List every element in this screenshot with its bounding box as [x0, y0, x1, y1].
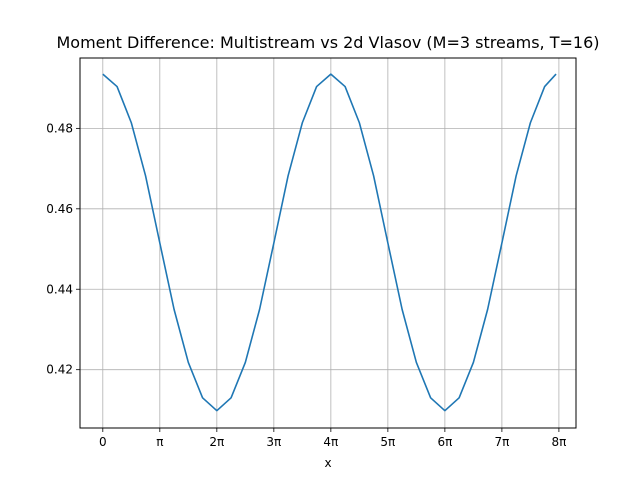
y-tick-label: 0.42 — [46, 363, 73, 377]
chart-title: Moment Difference: Multistream vs 2d Vla… — [56, 33, 599, 52]
x-axis-label: x — [324, 456, 331, 470]
series-line — [102, 73, 557, 412]
x-tick-label: 8π — [551, 435, 566, 449]
x-tick-label: 2π — [209, 435, 224, 449]
series-layer — [102, 73, 557, 412]
x-tick-label: 4π — [323, 435, 338, 449]
x-tick-label: 6π — [437, 435, 452, 449]
y-tick-label: 0.44 — [46, 282, 73, 296]
x-tick-label: 3π — [266, 435, 281, 449]
x-axis-ticks: 0 π 2π 3π 4π 5π 6π 7π 8π — [99, 428, 566, 449]
x-tick-label: 7π — [494, 435, 509, 449]
x-tick-label: 0 — [99, 435, 107, 449]
x-tick-label: 5π — [380, 435, 395, 449]
y-axis-ticks: 0.42 0.44 0.46 0.48 — [46, 121, 80, 377]
plot-frame — [79, 57, 577, 429]
x-tick-label: π — [156, 435, 163, 449]
y-tick-label: 0.48 — [46, 121, 73, 135]
y-tick-label: 0.46 — [46, 202, 73, 216]
